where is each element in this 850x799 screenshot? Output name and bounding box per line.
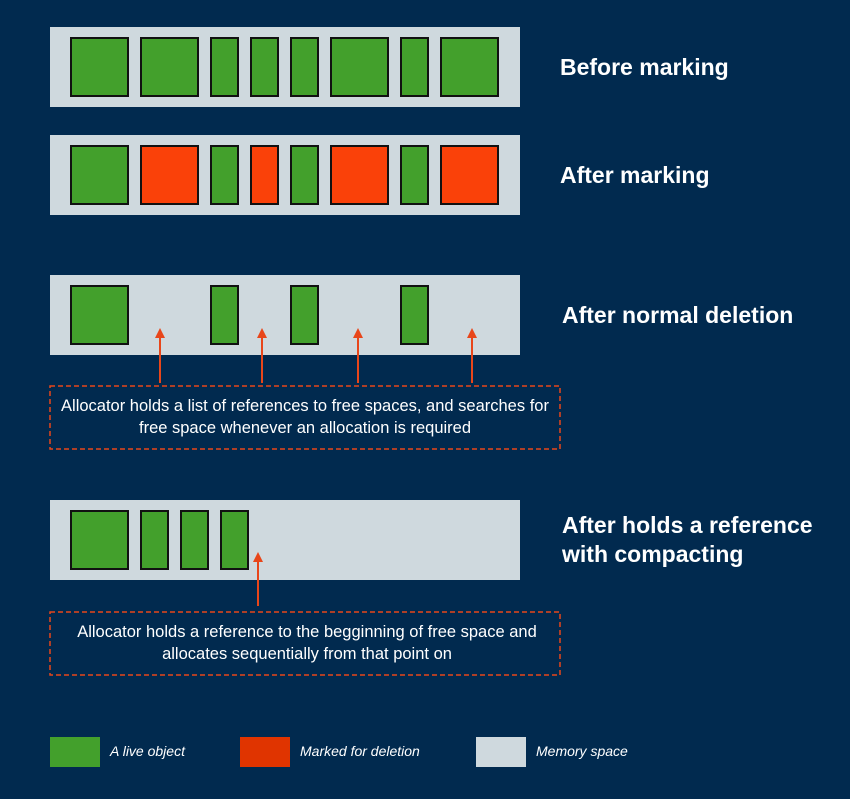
live-object	[210, 145, 239, 205]
live-object	[210, 37, 239, 97]
marked-object	[250, 145, 279, 205]
marked-object	[140, 145, 199, 205]
arrow-head-icon	[467, 328, 477, 338]
row-label-before-marking: Before marking	[560, 54, 729, 80]
marked-object	[440, 145, 499, 205]
live-object	[290, 145, 319, 205]
note-box-dashed	[49, 611, 561, 676]
live-object	[330, 37, 389, 97]
row-label-after-compacting: After holds a reference with compacting	[562, 512, 813, 567]
note-box-dashed	[49, 385, 561, 450]
legend-swatch	[476, 737, 526, 767]
legend-live-label: A live object	[110, 743, 185, 759]
note-compacting: Allocator holds a reference to the beggi…	[77, 623, 537, 663]
legend-swatch	[50, 737, 100, 767]
live-object	[250, 37, 279, 97]
live-object	[400, 37, 429, 97]
live-object	[440, 37, 499, 97]
row-label-after-marking: After marking	[560, 162, 710, 188]
live-object	[70, 285, 129, 345]
live-object	[140, 37, 199, 97]
note-normal-deletion: Allocator holds a list of references to …	[61, 397, 549, 437]
legend-memory-label: Memory space	[536, 743, 628, 759]
live-object	[400, 145, 429, 205]
live-object	[290, 285, 319, 345]
live-object	[70, 145, 129, 205]
live-object	[70, 510, 129, 570]
legend-swatch	[240, 737, 290, 767]
live-object	[210, 285, 239, 345]
live-object	[220, 510, 249, 570]
arrow-head-icon	[253, 552, 263, 562]
live-object	[180, 510, 209, 570]
marked-object	[330, 145, 389, 205]
live-object	[400, 285, 429, 345]
arrow-head-icon	[257, 328, 267, 338]
live-object	[290, 37, 319, 97]
arrow-head-icon	[155, 328, 165, 338]
row-label-after-deletion: After normal deletion	[562, 302, 794, 328]
live-object	[140, 510, 169, 570]
live-object	[70, 37, 129, 97]
arrow-head-icon	[353, 328, 363, 338]
legend-marked-label: Marked for deletion	[300, 743, 420, 759]
